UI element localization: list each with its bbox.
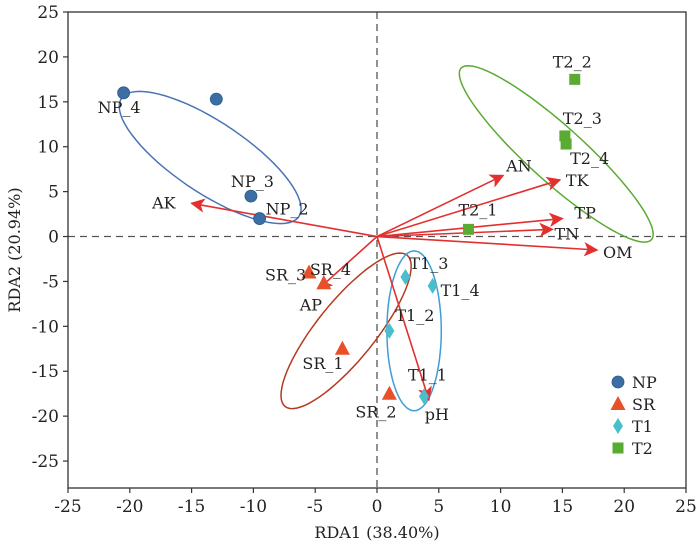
point-np-2 xyxy=(209,92,223,106)
point-t2-2 xyxy=(559,130,571,142)
x-tick-label: 20 xyxy=(613,497,635,517)
point-sr-1 xyxy=(301,264,317,279)
point-sr-3 xyxy=(334,340,350,355)
axes: -25 -20 -15 -10 -5 0 5 10 15 20 25 -25 -20 -15 -10 -5 0 5… xyxy=(32,3,697,517)
point-sr-2 xyxy=(316,275,332,290)
point-t1-1 xyxy=(400,268,411,285)
arrow-label-om: OM xyxy=(603,243,633,262)
point-np-1 xyxy=(117,86,131,100)
point-np-3 xyxy=(244,189,258,203)
zero-lines xyxy=(68,12,686,488)
y-axis-title: RDA2 (20.94%) xyxy=(5,187,24,312)
x-tick-label: -25 xyxy=(54,497,81,517)
point-t2-3 xyxy=(560,138,572,150)
point-label-sr_4: SR_4 xyxy=(310,260,351,279)
legend-label-t1: T1 xyxy=(632,417,653,436)
x-tick-label: 10 xyxy=(490,497,512,517)
y-tick-label: 20 xyxy=(37,48,59,68)
y-tick-label: 25 xyxy=(37,3,59,23)
legend-label-sr: SR xyxy=(632,395,656,414)
arrow-label-tp: TP xyxy=(574,204,596,223)
legend-label-np: NP xyxy=(632,373,657,392)
legend-marker-t2 xyxy=(612,442,624,454)
arrow-label-an: AN xyxy=(505,156,532,175)
legend: NP SR T1 T2 xyxy=(610,373,657,458)
x-axis-title: RDA1 (38.40%) xyxy=(314,523,439,542)
point-label-np_3: NP_3 xyxy=(231,172,274,191)
ellipse-t1 xyxy=(386,250,443,412)
y-tick-label: 10 xyxy=(37,138,59,158)
y-tick-label: -20 xyxy=(32,407,59,427)
x-tick-label: 25 xyxy=(675,497,697,517)
x-tick-label: 0 xyxy=(372,497,383,517)
point-t1-3 xyxy=(384,322,395,339)
legend-label-t2: T2 xyxy=(632,439,653,458)
x-tick-label: -10 xyxy=(240,497,267,517)
point-label-t1_3: T1_3 xyxy=(409,254,448,273)
point-label-t1_1: T1_1 xyxy=(408,365,447,384)
point-sr-4 xyxy=(381,385,397,400)
point-label-t2_2: T2_2 xyxy=(553,52,592,71)
point-label-sr_1: SR_1 xyxy=(302,354,343,373)
point-t2-4 xyxy=(462,223,474,235)
arrow-an xyxy=(376,174,505,238)
x-tick-label: -20 xyxy=(116,497,143,517)
point-label-sr_3: SR_3 xyxy=(265,265,306,284)
arrow-ak xyxy=(190,198,378,238)
y-tick-label: 15 xyxy=(37,93,59,113)
arrow-ph xyxy=(376,236,432,402)
y-tick-label: 0 xyxy=(48,228,59,248)
point-np-4 xyxy=(253,212,266,225)
point-t2-1 xyxy=(569,73,581,85)
arrow-label-ph: pH xyxy=(425,405,449,424)
arrow-label-tn: TN xyxy=(555,224,580,243)
point-label-t1_4: T1_4 xyxy=(441,281,480,300)
arrow-label-tk: TK xyxy=(566,171,590,190)
sample-points xyxy=(117,73,581,405)
x-tick-label: -5 xyxy=(307,497,324,517)
arrow-ap xyxy=(317,235,378,290)
y-tick-label: -25 xyxy=(32,452,59,472)
point-t1-2 xyxy=(427,277,438,294)
y-tick-label: -15 xyxy=(32,362,59,382)
point-label-np_4: NP_4 xyxy=(98,98,141,117)
point-label-np_2: NP_2 xyxy=(266,200,309,219)
arrow-label-ak: AK xyxy=(151,193,177,212)
point-label-t1_2: T1_2 xyxy=(395,306,434,325)
point-label-t2_4: T2_4 xyxy=(570,149,609,168)
point-label-sr_2: SR_2 xyxy=(355,403,396,422)
ellipse-sr xyxy=(280,252,412,410)
legend-marker-np xyxy=(611,375,625,389)
x-tick-label: 5 xyxy=(433,497,444,517)
y-tick-label: -5 xyxy=(42,272,59,292)
x-tick-label: -15 xyxy=(178,497,205,517)
ellipse-t2 xyxy=(458,64,654,243)
point-t1-4 xyxy=(418,388,429,405)
point-labels: NP_4 NP_3 NP_2 SR_3 SR_4 SR_1 SR_2 T1_3 T1_4 T1_2… xyxy=(98,52,610,421)
arrow-tk xyxy=(376,176,562,238)
y-tick-label: -10 xyxy=(32,317,59,337)
point-label-t2_1: T2_1 xyxy=(458,200,497,219)
legend-marker-sr xyxy=(610,396,626,410)
y-tick-label: 5 xyxy=(48,183,59,203)
arrow-label-ap: AP xyxy=(299,296,323,315)
x-tick-label: 15 xyxy=(552,497,574,517)
legend-marker-t1 xyxy=(613,418,623,434)
point-label-t2_3: T2_3 xyxy=(563,109,602,128)
arrow-om xyxy=(376,235,599,257)
